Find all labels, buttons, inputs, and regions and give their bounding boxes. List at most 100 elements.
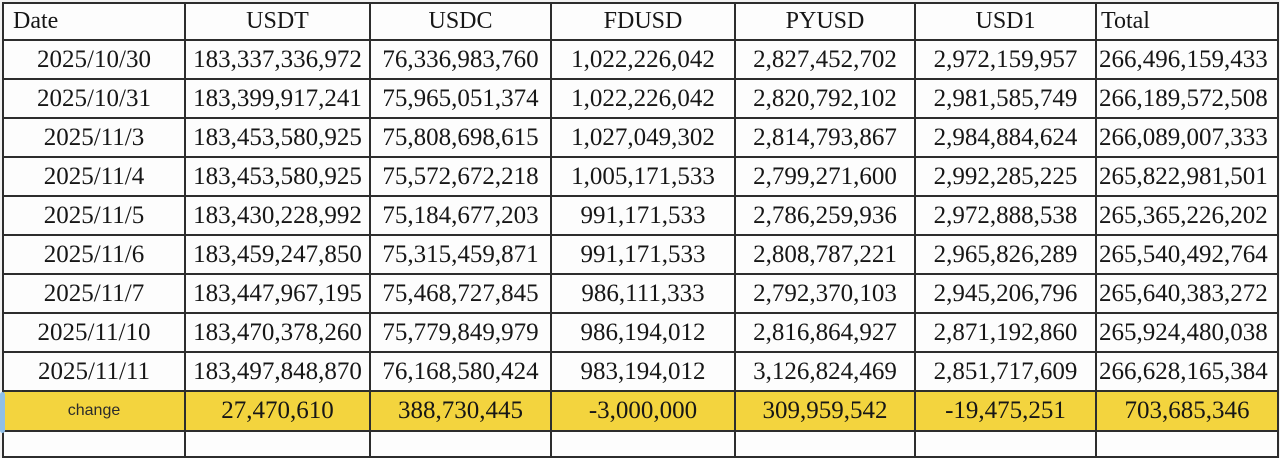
total-cell: 265,924,480,038: [1095, 312, 1279, 353]
change-value-total: 703,685,346: [1095, 390, 1279, 432]
date-cell: 2025/11/6: [2, 234, 186, 275]
value-cell: 2,792,370,103: [734, 273, 916, 314]
empty-cell: [2, 430, 186, 458]
value-cell: 3,126,824,469: [734, 351, 916, 392]
total-cell: 265,822,981,501: [1095, 156, 1279, 197]
value-cell: 2,816,864,927: [734, 312, 916, 353]
value-cell: 2,972,159,957: [914, 39, 1097, 80]
change-row-label: change: [2, 390, 186, 432]
value-cell: 75,572,672,218: [369, 156, 552, 197]
date-cell: 2025/10/31: [2, 78, 186, 119]
value-cell: 183,453,580,925: [184, 156, 371, 197]
value-cell: 2,814,793,867: [734, 117, 916, 158]
change-value-usdc: 388,730,445: [369, 390, 552, 432]
value-cell: 2,981,585,749: [914, 78, 1097, 119]
selection-marker: [0, 392, 5, 433]
value-cell: 183,337,336,972: [184, 39, 371, 80]
value-cell: 2,871,192,860: [914, 312, 1097, 353]
total-cell: 265,365,226,202: [1095, 195, 1279, 236]
value-cell: 75,468,727,845: [369, 273, 552, 314]
value-cell: 2,851,717,609: [914, 351, 1097, 392]
header-row: Date USDT USDC FDUSD PYUSD USD1 Total: [2, 2, 1279, 41]
value-cell: 183,459,247,850: [184, 234, 371, 275]
partial-next-row: [2, 430, 1279, 458]
change-value-pyusd: 309,959,542: [734, 390, 916, 432]
column-header-date: Date: [2, 2, 186, 41]
table-row: 2025/11/6 183,459,247,850 75,315,459,871 99…: [2, 234, 1279, 275]
value-cell: 75,184,677,203: [369, 195, 552, 236]
change-value-usd1: -19,475,251: [914, 390, 1097, 432]
value-cell: 183,430,228,992: [184, 195, 371, 236]
date-cell: 2025/10/30: [2, 39, 186, 80]
date-cell: 2025/11/10: [2, 312, 186, 353]
value-cell: 991,171,533: [550, 195, 736, 236]
value-cell: 2,799,271,600: [734, 156, 916, 197]
value-cell: 991,171,533: [550, 234, 736, 275]
value-cell: 2,992,285,225: [914, 156, 1097, 197]
value-cell: 2,965,826,289: [914, 234, 1097, 275]
value-cell: 75,779,849,979: [369, 312, 552, 353]
total-cell: 265,640,383,272: [1095, 273, 1279, 314]
value-cell: 986,194,012: [550, 312, 736, 353]
value-cell: 183,497,848,870: [184, 351, 371, 392]
value-cell: 183,447,967,195: [184, 273, 371, 314]
value-cell: 75,808,698,615: [369, 117, 552, 158]
total-cell: 266,496,159,433: [1095, 39, 1279, 80]
column-header-fdusd: FDUSD: [550, 2, 736, 41]
table-row: 2025/10/30 183,337,336,972 76,336,983,760 1…: [2, 39, 1279, 80]
column-header-usdc: USDC: [369, 2, 552, 41]
value-cell: 2,820,792,102: [734, 78, 916, 119]
value-cell: 183,453,580,925: [184, 117, 371, 158]
table-row: 2025/11/3 183,453,580,925 75,808,698,615 1,…: [2, 117, 1279, 158]
date-cell: 2025/11/7: [2, 273, 186, 314]
value-cell: 1,005,171,533: [550, 156, 736, 197]
table-row: 2025/11/11 183,497,848,870 76,168,580,424 9…: [2, 351, 1279, 392]
date-cell: 2025/11/5: [2, 195, 186, 236]
empty-cell: [1095, 430, 1279, 458]
value-cell: 1,027,049,302: [550, 117, 736, 158]
total-cell: 266,089,007,333: [1095, 117, 1279, 158]
column-header-total: Total: [1095, 2, 1279, 41]
column-header-usd1: USD1: [914, 2, 1097, 41]
value-cell: 2,827,452,702: [734, 39, 916, 80]
value-cell: 2,972,888,538: [914, 195, 1097, 236]
empty-cell: [734, 430, 916, 458]
table-row: 2025/10/31 183,399,917,241 75,965,051,374 1…: [2, 78, 1279, 119]
date-cell: 2025/11/4: [2, 156, 186, 197]
value-cell: 183,399,917,241: [184, 78, 371, 119]
total-cell: 266,189,572,508: [1095, 78, 1279, 119]
value-cell: 1,022,226,042: [550, 39, 736, 80]
value-cell: 1,022,226,042: [550, 78, 736, 119]
value-cell: 183,470,378,260: [184, 312, 371, 353]
table-row: 2025/11/4 183,453,580,925 75,572,672,218 1,…: [2, 156, 1279, 197]
empty-cell: [184, 430, 371, 458]
total-cell: 266,628,165,384: [1095, 351, 1279, 392]
total-cell: 265,540,492,764: [1095, 234, 1279, 275]
value-cell: 986,111,333: [550, 273, 736, 314]
empty-cell: [550, 430, 736, 458]
value-cell: 983,194,012: [550, 351, 736, 392]
value-cell: 75,315,459,871: [369, 234, 552, 275]
column-header-pyusd: PYUSD: [734, 2, 916, 41]
table-body: 2025/10/30 183,337,336,972 76,336,983,760 1…: [2, 39, 1279, 392]
date-cell: 2025/11/11: [2, 351, 186, 392]
change-value-usdt: 27,470,610: [184, 390, 371, 432]
date-cell: 2025/11/3: [2, 117, 186, 158]
table-row: 2025/11/10 183,470,378,260 75,779,849,979 9…: [2, 312, 1279, 353]
value-cell: 76,336,983,760: [369, 39, 552, 80]
table-footer: change 27,470,610 388,730,445 -3,000,000…: [2, 390, 1279, 458]
change-value-fdusd: -3,000,000: [550, 390, 736, 432]
change-row: change 27,470,610 388,730,445 -3,000,000…: [2, 390, 1279, 432]
table-row: 2025/11/7 183,447,967,195 75,468,727,845 98…: [2, 273, 1279, 314]
empty-cell: [914, 430, 1097, 458]
empty-cell: [369, 430, 552, 458]
value-cell: 76,168,580,424: [369, 351, 552, 392]
column-header-usdt: USDT: [184, 2, 371, 41]
value-cell: 2,984,884,624: [914, 117, 1097, 158]
value-cell: 2,808,787,221: [734, 234, 916, 275]
table-row: 2025/11/5 183,430,228,992 75,184,677,203 99…: [2, 195, 1279, 236]
value-cell: 2,945,206,796: [914, 273, 1097, 314]
value-cell: 75,965,051,374: [369, 78, 552, 119]
value-cell: 2,786,259,936: [734, 195, 916, 236]
